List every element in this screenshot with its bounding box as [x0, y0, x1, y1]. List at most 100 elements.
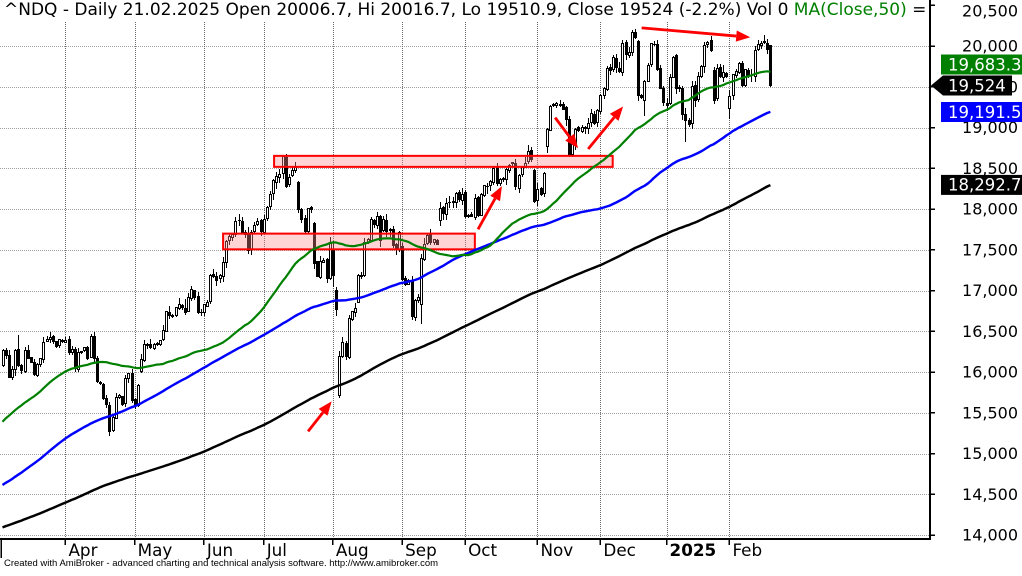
candle — [581, 125, 584, 133]
candle-body-edge — [155, 344, 156, 349]
candle-body-edge — [187, 297, 188, 312]
price-callout: 19,683.3 — [941, 54, 1022, 75]
candle-body-up — [423, 244, 426, 260]
candle-body-edge — [280, 174, 281, 178]
candle-body-edge — [179, 304, 180, 305]
candle-body-down — [653, 44, 656, 45]
x-axis-label: Jun — [206, 540, 233, 560]
candle — [17, 335, 20, 367]
candle-body-edge — [46, 339, 47, 342]
candle-body-edge — [434, 242, 435, 243]
candle-body-edge — [416, 300, 417, 318]
candle-body-edge — [294, 167, 295, 171]
candle-body-edge — [153, 344, 154, 349]
candle-body-edge — [295, 170, 296, 171]
candle-body-edge — [14, 350, 15, 370]
candle-body-edge — [555, 103, 556, 106]
candle-body-edge — [277, 176, 278, 183]
candle — [181, 304, 184, 310]
candle-body-edge — [717, 68, 718, 69]
candle-body-edge — [607, 89, 608, 90]
candle-body-edge — [716, 68, 717, 99]
candle-body-up — [426, 235, 429, 244]
candle-body-edge — [163, 339, 164, 340]
candle-body-down — [102, 384, 105, 399]
candle — [587, 118, 590, 134]
candle-body-edge — [320, 261, 321, 262]
candle-body-edge — [162, 330, 163, 340]
candle-body-edge — [693, 86, 694, 124]
candle-body-up — [354, 308, 357, 313]
candle — [518, 174, 521, 193]
candle-body-up — [603, 88, 606, 96]
candle-body-edge — [364, 275, 365, 276]
candle-body-edge — [755, 76, 756, 77]
candle-body-edge — [291, 170, 292, 176]
candle-body-edge — [363, 242, 364, 276]
candle — [609, 64, 612, 75]
candle-body-down — [458, 192, 461, 200]
candle-body-up — [735, 71, 738, 76]
candle-body-up — [256, 221, 259, 225]
candle-body-edge — [588, 128, 589, 129]
candle — [577, 126, 580, 132]
candle-body-edge — [223, 276, 224, 277]
candle-body-up — [77, 352, 80, 370]
candle-body-edge — [220, 278, 221, 279]
candle — [694, 81, 697, 107]
candle-body-edge — [118, 395, 119, 398]
candle-body-edge — [765, 41, 766, 43]
candle-body-up — [489, 181, 492, 186]
candle-body-up — [165, 311, 168, 332]
candle — [747, 68, 750, 78]
candle-body-edge — [601, 95, 602, 112]
candle — [219, 274, 222, 283]
candle-body-down — [99, 382, 102, 384]
candle-body-edge — [180, 304, 181, 309]
candle-body-down — [93, 336, 96, 359]
candle-body-edge — [648, 81, 649, 82]
candle-body-down — [96, 358, 99, 382]
candle-body-edge — [159, 340, 160, 345]
candle-body-edge — [481, 215, 482, 216]
candle-body-down — [74, 349, 77, 369]
candle-body-up — [231, 234, 234, 238]
candle-body-edge — [226, 241, 227, 242]
candle-body-edge — [670, 77, 671, 78]
candle-body-edge — [154, 344, 155, 345]
candle-body-edge — [233, 234, 234, 238]
candle — [36, 363, 39, 377]
candle-body-up — [716, 68, 719, 99]
candle-body-edge — [205, 304, 206, 313]
candle — [467, 214, 470, 218]
candle-body-up — [341, 342, 344, 357]
candle-body-edge — [599, 95, 600, 112]
candle — [738, 62, 741, 74]
price-callout: 18,292.7 — [941, 174, 1022, 195]
candle-body-edge — [59, 345, 60, 346]
candle-body-down — [392, 229, 395, 246]
candle-body-up — [543, 173, 546, 194]
candle-body-edge — [759, 44, 760, 50]
price-callout: 19,191.5 — [941, 102, 1022, 122]
candle-body-edge — [71, 349, 72, 353]
candle-body-edge — [282, 156, 283, 174]
y-axis-label: 20,000 — [962, 37, 1018, 56]
candle-body-edge — [538, 189, 539, 201]
arrow-head — [318, 401, 332, 416]
candle-body-edge — [383, 219, 384, 220]
candle-body-edge — [587, 123, 588, 129]
candle — [215, 272, 218, 286]
candle — [11, 366, 14, 380]
candle-body-edge — [761, 45, 762, 46]
candle-body-edge — [124, 378, 125, 404]
candle-body-up — [294, 167, 297, 171]
candle-body-edge — [439, 208, 440, 221]
candle — [672, 56, 675, 78]
candle-body-edge — [457, 193, 458, 203]
candle-body-edge — [614, 57, 615, 70]
candle — [486, 183, 489, 194]
candle-body-down — [184, 308, 187, 313]
candle-body-down — [452, 201, 455, 203]
